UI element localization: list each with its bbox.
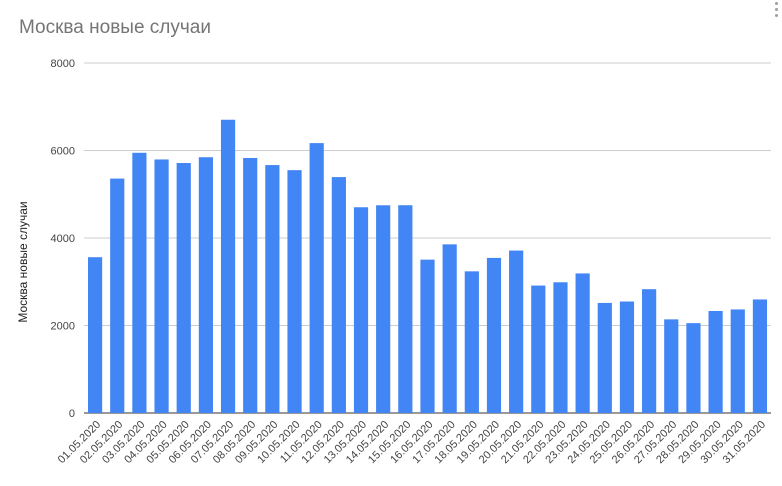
bar-26.05.2020[interactable]: [642, 289, 657, 413]
bar-31.05.2020[interactable]: [752, 299, 768, 413]
bar-02.05.2020[interactable]: [110, 178, 125, 413]
bar-25.05.2020[interactable]: [619, 301, 635, 413]
bar-16.05.2020[interactable]: [420, 259, 435, 413]
bar-01.05.2020[interactable]: [87, 257, 103, 413]
bar-17.05.2020[interactable]: [442, 244, 457, 413]
y-axis-title: Москва новые случаи: [16, 201, 30, 322]
y-tick-label: 8000: [51, 58, 75, 70]
bar-18.05.2020[interactable]: [464, 271, 479, 413]
bar-09.05.2020[interactable]: [265, 165, 280, 413]
y-tick-label: 6000: [51, 146, 75, 158]
bar-08.05.2020[interactable]: [243, 157, 258, 413]
bar-07.05.2020[interactable]: [220, 119, 236, 414]
y-tick-label: 2000: [51, 321, 75, 333]
bar-20.05.2020[interactable]: [509, 250, 524, 413]
bar-04.05.2020[interactable]: [154, 159, 169, 413]
bar-30.05.2020[interactable]: [730, 309, 745, 413]
bar-22.05.2020[interactable]: [553, 282, 568, 413]
bar-11.05.2020[interactable]: [309, 143, 324, 413]
y-tick-label: 4000: [51, 233, 75, 245]
bar-19.05.2020[interactable]: [486, 257, 502, 413]
chart-title: Москва новые случаи: [19, 17, 211, 38]
bar-15.05.2020[interactable]: [398, 205, 413, 413]
bar-14.05.2020[interactable]: [376, 205, 391, 413]
bar-06.05.2020[interactable]: [198, 157, 213, 413]
bar-27.05.2020[interactable]: [664, 319, 679, 413]
y-tick-label: 0: [69, 408, 75, 420]
bar-10.05.2020[interactable]: [287, 170, 302, 413]
bar-05.05.2020[interactable]: [176, 163, 191, 413]
bar-24.05.2020[interactable]: [597, 302, 612, 413]
bar-03.05.2020[interactable]: [132, 152, 147, 413]
bar-28.05.2020[interactable]: [686, 323, 701, 413]
bar-12.05.2020[interactable]: [331, 177, 346, 413]
bar-29.05.2020[interactable]: [708, 310, 723, 413]
more-options-icon[interactable]: [774, 2, 780, 22]
bar-21.05.2020[interactable]: [531, 285, 546, 413]
y-axis-ticks: 0 2000 4000 6000 8000: [51, 58, 75, 420]
bar-23.05.2020[interactable]: [575, 273, 590, 413]
bars: [87, 119, 768, 414]
x-axis-ticks: 01.05.202002.05.202003.05.202004.05.2020…: [56, 419, 768, 466]
bar-13.05.2020[interactable]: [353, 207, 369, 413]
